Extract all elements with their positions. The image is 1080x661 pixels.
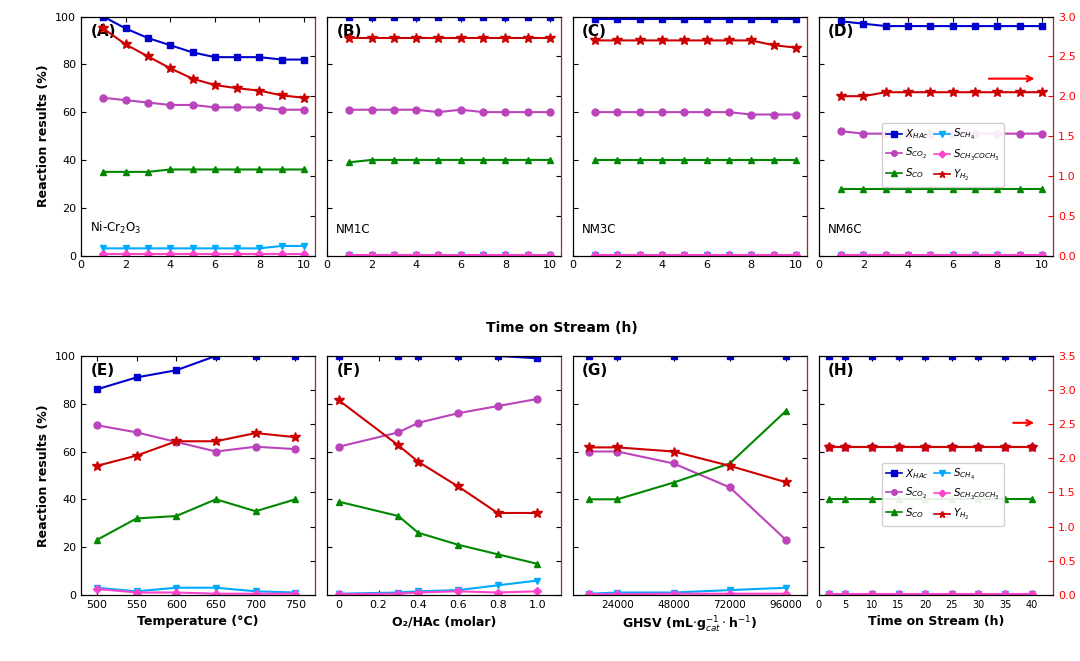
Text: NM3C: NM3C: [582, 223, 617, 237]
Text: NM1C: NM1C: [336, 223, 370, 237]
Text: (H): (H): [828, 363, 854, 378]
Y-axis label: Reaction results (%): Reaction results (%): [37, 65, 50, 208]
Text: (E): (E): [91, 363, 114, 378]
Legend: $X_{HAc}$, $S_{CO_2}$, $S_{CO}$, $S_{CH_4}$, $S_{CH_3COCH_3}$, $Y_{H_2}$: $X_{HAc}$, $S_{CO_2}$, $S_{CO}$, $S_{CH_…: [882, 463, 1003, 526]
Text: Ni-Cr$_2$O$_3$: Ni-Cr$_2$O$_3$: [91, 220, 141, 237]
Text: (C): (C): [582, 24, 607, 39]
Text: (F): (F): [336, 363, 361, 378]
Text: (A): (A): [91, 24, 116, 39]
Y-axis label: Reaction results (%): Reaction results (%): [37, 404, 50, 547]
Text: (B): (B): [336, 24, 362, 39]
X-axis label: Time on Stream (h): Time on Stream (h): [867, 615, 1004, 629]
Legend: $X_{HAc}$, $S_{CO_2}$, $S_{CO}$, $S_{CH_4}$, $S_{CH_3COCH_3}$, $Y_{H_2}$: $X_{HAc}$, $S_{CO_2}$, $S_{CO}$, $S_{CH_…: [882, 123, 1003, 187]
Text: (D): (D): [828, 24, 854, 39]
Text: (G): (G): [582, 363, 608, 378]
X-axis label: O₂/HAc (molar): O₂/HAc (molar): [392, 615, 496, 629]
X-axis label: GHSV (mL$\cdot$g$_{cat}^{-1}\cdot$h$^{-1}$): GHSV (mL$\cdot$g$_{cat}^{-1}\cdot$h$^{-1…: [622, 615, 758, 635]
Text: NM6C: NM6C: [828, 223, 863, 237]
X-axis label: Temperature (°C): Temperature (°C): [137, 615, 259, 629]
Text: Time on Stream (h): Time on Stream (h): [486, 321, 637, 334]
